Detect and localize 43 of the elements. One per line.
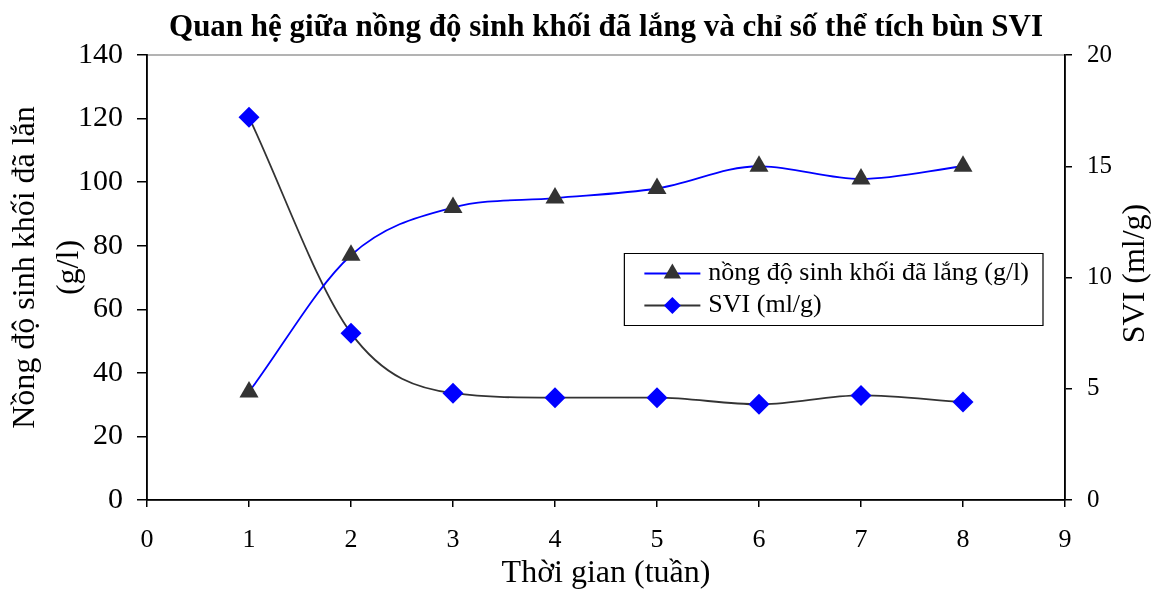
y-tick-label: 60 <box>93 290 123 324</box>
y2-tick-label: 5 <box>1087 373 1100 401</box>
y-tick-label: 120 <box>78 99 123 133</box>
point <box>340 322 362 344</box>
x-tick-label: 7 <box>854 524 868 554</box>
x-tick-label: 3 <box>446 524 460 554</box>
y2-tick-label: 0 <box>1087 484 1100 512</box>
point <box>646 387 668 409</box>
point <box>341 244 361 261</box>
y2-axis-title: SVI (ml/g) <box>1115 203 1152 344</box>
y-tick-label: 40 <box>93 353 123 387</box>
y-tick-label: 140 <box>78 35 123 69</box>
legend-label: SVI (ml/g) <box>708 289 822 319</box>
chart-title: Quan hệ giữa nồng độ sinh khối đã lắng và chỉ số thể tích bùn SVI <box>169 8 1043 44</box>
x-tick-label: 9 <box>1058 524 1072 554</box>
x-tick-label: 1 <box>242 524 256 554</box>
y2-tick-label: 15 <box>1087 150 1112 178</box>
x-tick-label: 5 <box>650 524 664 554</box>
legend-label: nồng độ sinh khối đã lắng (g/l) <box>708 257 1030 287</box>
point <box>545 187 565 204</box>
x-tick-label: 8 <box>956 524 970 554</box>
point <box>851 167 871 185</box>
y-tick-label: 20 <box>93 417 123 451</box>
point <box>647 177 667 194</box>
point <box>544 387 566 409</box>
y2-tick-label: 10 <box>1087 262 1112 290</box>
point <box>443 196 463 214</box>
point <box>850 384 872 406</box>
point <box>953 155 973 172</box>
point <box>749 155 769 172</box>
x-axis-title: Thời gian (tuần) <box>501 553 711 590</box>
point <box>442 382 464 404</box>
y-tick-label: 80 <box>93 226 123 260</box>
x-tick-label: 2 <box>344 524 358 554</box>
x-tick-label: 0 <box>140 524 154 554</box>
point <box>239 380 259 398</box>
y-tick-label: 0 <box>108 480 123 514</box>
point <box>952 391 974 413</box>
point <box>748 393 770 415</box>
y2-tick-label: 20 <box>1087 39 1112 67</box>
x-tick-label: 4 <box>548 524 562 554</box>
point <box>238 106 260 128</box>
x-tick-label: 6 <box>752 524 766 554</box>
